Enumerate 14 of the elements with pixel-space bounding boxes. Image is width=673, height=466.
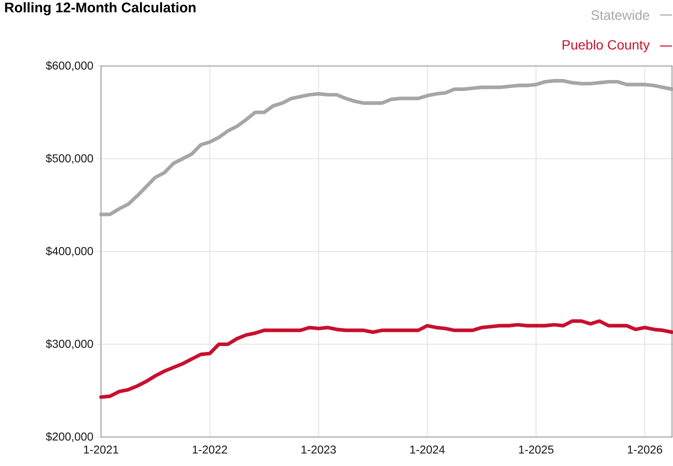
x-tick-label: 1-2022 — [192, 446, 228, 454]
chart-title: Rolling 12-Month Calculation — [5, 2, 196, 16]
x-tick-label: 1-2021 — [84, 446, 118, 454]
y-tick-label: $200,000 — [46, 432, 94, 442]
x-tick-label: 1-2025 — [519, 446, 554, 454]
y-tick-label: $600,000 — [46, 61, 94, 71]
legend-label: Pueblo County — [562, 40, 650, 52]
legend-label: Statewide — [591, 10, 650, 20]
x-tick-label: 1-2023 — [302, 446, 336, 454]
x-tick-label: 1-2024 — [410, 446, 445, 454]
x-tick-label: 1-2026 — [628, 446, 662, 454]
y-tick-label: $300,000 — [46, 339, 94, 350]
y-tick-label: $400,000 — [46, 246, 94, 256]
y-tick-label: $500,000 — [46, 154, 94, 164]
